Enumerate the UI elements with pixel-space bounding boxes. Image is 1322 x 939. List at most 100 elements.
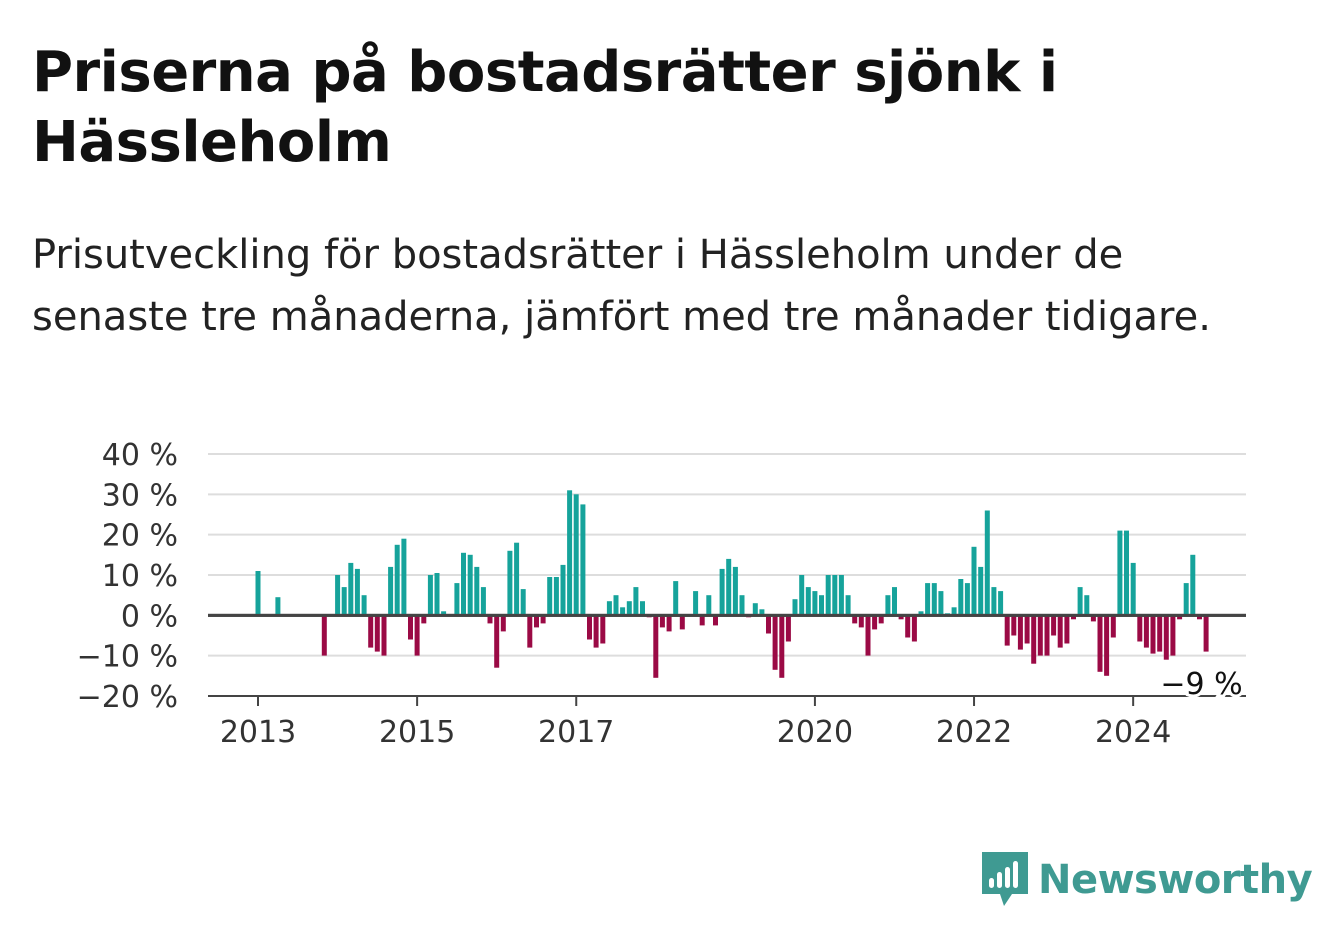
bar (878, 615, 884, 624)
bar (865, 615, 871, 656)
bar (606, 601, 612, 616)
bar (348, 562, 354, 616)
bar (520, 589, 526, 616)
bar (553, 577, 559, 616)
bar (1117, 530, 1123, 616)
bar (1004, 615, 1010, 646)
bar (931, 583, 937, 616)
bar (388, 566, 394, 616)
x-tick-label: 2020 (777, 715, 853, 750)
bar (474, 566, 480, 616)
bar (898, 615, 904, 620)
bar (567, 490, 573, 616)
bar (507, 550, 513, 616)
bar (971, 546, 977, 616)
x-tick-label: 2013 (220, 715, 296, 750)
bar (659, 615, 665, 628)
bar (401, 538, 407, 616)
bar (321, 615, 327, 656)
newsworthy-logo-icon (982, 852, 1028, 906)
bar (792, 599, 798, 616)
bar (613, 595, 619, 616)
bar (600, 615, 606, 644)
bar (1143, 615, 1149, 648)
bar (633, 587, 639, 616)
bar (679, 615, 685, 630)
x-tick-label: 2024 (1095, 715, 1171, 750)
bar (1197, 615, 1202, 620)
bar (1177, 615, 1183, 620)
bar (1011, 615, 1017, 636)
bar (1084, 595, 1090, 616)
bar (1104, 615, 1110, 676)
bar (593, 615, 599, 648)
bar (394, 544, 400, 616)
newsworthy-logo: Newsworthy (980, 850, 1313, 910)
bar (1183, 583, 1189, 616)
bar (885, 595, 891, 616)
bar (759, 609, 765, 616)
bar (1071, 615, 1076, 620)
bar (732, 566, 738, 616)
bar (1090, 615, 1096, 622)
bar (964, 583, 970, 616)
bar (454, 583, 460, 616)
bar (845, 595, 851, 616)
bar (825, 575, 831, 616)
chart-subtitle: Prisutveckling för bostadsrätter i Hässl… (32, 232, 1211, 340)
bar (951, 607, 957, 616)
bar (706, 595, 712, 616)
bar (1170, 615, 1176, 656)
bar (1150, 615, 1156, 654)
bar (805, 587, 811, 616)
y-axis-ticks: 40 % 30 % 20 % 10 % 0 % −10 % −20 % (77, 438, 178, 715)
y-tick-label: 20 % (102, 519, 178, 554)
bar (414, 615, 420, 656)
bar (719, 568, 725, 616)
y-tick-label: 10 % (102, 559, 178, 594)
y-tick-label: 40 % (102, 438, 178, 473)
bar (673, 581, 679, 616)
bar (1157, 615, 1163, 652)
bar (1124, 530, 1129, 616)
bar (1037, 615, 1043, 656)
bar (984, 510, 990, 616)
bar (1190, 554, 1196, 616)
bar (374, 615, 380, 652)
chart-title: Priserna på bostadsrätter sjönk i Hässle… (32, 40, 1058, 175)
bar (739, 595, 745, 616)
bar (832, 575, 838, 616)
bar (1163, 615, 1169, 660)
x-tick-label: 2022 (936, 715, 1012, 750)
bar (1017, 615, 1023, 650)
bar (938, 591, 944, 616)
bar (872, 615, 878, 630)
bar (1097, 615, 1103, 672)
bar (434, 573, 440, 616)
bar (361, 595, 367, 616)
bar (534, 615, 539, 628)
bar (772, 615, 778, 670)
x-tick-label: 2017 (538, 715, 614, 750)
bar (620, 607, 626, 616)
bar (421, 615, 427, 624)
bar (752, 603, 758, 616)
bar (911, 615, 917, 642)
bar (1044, 615, 1050, 656)
bars (208, 490, 1246, 678)
bar (925, 583, 931, 616)
bar (514, 542, 520, 616)
annotation: −9 % (1157, 664, 1245, 705)
last-value-label: −9 % (1160, 667, 1242, 702)
bar (918, 611, 924, 616)
bar (494, 615, 500, 668)
bar (1110, 615, 1116, 638)
bar (812, 591, 818, 616)
bar (699, 615, 705, 626)
bar (726, 558, 732, 616)
bar-chart: 40 %30 %20 %10 %0 %−10 %−20 % 2013 2015 20… (77, 438, 1246, 750)
bar (1057, 615, 1063, 648)
bar (441, 611, 447, 616)
bar (991, 587, 997, 616)
bar (461, 552, 466, 616)
